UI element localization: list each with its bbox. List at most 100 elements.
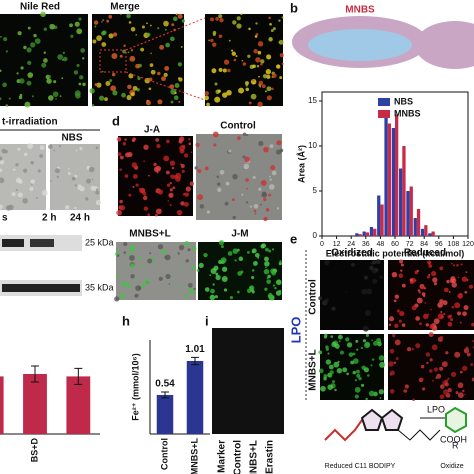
panel-title: t-irradiation <box>2 117 58 128</box>
cell-signal <box>190 151 193 154</box>
x-tick-label: 72 <box>406 241 414 248</box>
cell-signal <box>448 291 451 293</box>
cell-signal <box>318 350 323 355</box>
cell-signal <box>258 187 262 191</box>
cell-signal <box>281 16 284 19</box>
cell-signal <box>210 38 214 43</box>
cell-signal <box>323 377 327 381</box>
cell-signal <box>119 168 122 171</box>
cell-signal <box>116 254 120 257</box>
cell-signal <box>26 47 32 53</box>
cell-signal <box>123 44 126 47</box>
cell-signal <box>425 352 431 357</box>
cell-signal <box>156 143 161 149</box>
cell-signal <box>279 260 282 263</box>
cell-signal <box>24 101 31 108</box>
cell-signal <box>130 27 136 32</box>
scheme-label: Oxidize <box>440 463 463 470</box>
cell-signal <box>79 146 83 151</box>
cell-signal <box>19 78 25 84</box>
cell-signal <box>166 183 171 187</box>
cell-signal <box>253 49 258 54</box>
cell-signal <box>365 333 369 337</box>
x-tick-label: 60 <box>391 241 399 248</box>
cell-signal <box>88 166 95 173</box>
cell-signal <box>184 294 188 298</box>
cell-signal <box>185 259 189 263</box>
cell-signal <box>30 42 36 48</box>
blot-band <box>30 239 54 247</box>
cell-signal <box>252 175 256 179</box>
cell-signal <box>214 82 218 86</box>
cell-signal <box>99 95 105 101</box>
cell-signal <box>444 382 449 387</box>
cell-signal <box>451 282 458 288</box>
cell-signal <box>257 101 263 107</box>
cell-signal <box>215 272 219 276</box>
cell-signal <box>353 358 359 364</box>
cell-signal <box>356 348 359 351</box>
cell-signal <box>389 370 395 376</box>
cell-signal <box>250 93 257 100</box>
column-label: Oxidized <box>331 248 373 259</box>
cell-signal <box>278 19 281 22</box>
cell-signal <box>455 391 459 394</box>
cell-signal <box>269 175 271 178</box>
bar <box>365 232 370 236</box>
cell-signal <box>268 193 272 197</box>
cell-signal <box>257 50 262 55</box>
cell-signal <box>323 374 328 379</box>
cell-signal <box>134 279 137 282</box>
cell-signal <box>398 319 402 323</box>
cell-signal <box>123 241 128 247</box>
cell-signal <box>82 82 86 87</box>
cell-signal <box>39 154 44 158</box>
cell-signal <box>248 27 251 31</box>
cell-signal <box>456 263 459 267</box>
cell-signal <box>400 269 403 272</box>
cell-signal <box>249 205 253 208</box>
cell-signal <box>23 168 28 173</box>
cell-signal <box>93 20 99 25</box>
zoom-box <box>99 49 127 73</box>
cell-signal <box>95 146 99 150</box>
cell-signal <box>125 152 131 158</box>
micrograph <box>92 14 184 106</box>
cell-signal <box>119 54 123 58</box>
mw-marker: 35 kDa <box>85 282 114 292</box>
cell-signal <box>218 14 223 19</box>
cell-signal <box>438 305 441 307</box>
cell-signal <box>278 39 284 45</box>
cell-signal <box>131 138 136 143</box>
cell-signal <box>433 282 438 286</box>
cell-signal <box>16 72 19 75</box>
cell-signal <box>260 180 267 186</box>
cell-signal <box>228 39 231 42</box>
cell-signal <box>0 97 2 101</box>
cell-signal <box>271 270 277 276</box>
cell-signal <box>430 271 437 277</box>
cell-signal <box>194 166 198 170</box>
cell-signal <box>101 31 106 36</box>
cell-signal <box>170 174 175 179</box>
cell-signal <box>255 32 259 36</box>
bar <box>428 233 432 236</box>
cell-signal <box>150 52 153 55</box>
cell-signal <box>260 62 263 66</box>
cell-signal <box>20 66 24 70</box>
cell-signal <box>40 11 46 18</box>
cell-signal <box>231 49 234 52</box>
cell-signal <box>412 398 415 402</box>
lane-label: Erastin <box>265 440 276 474</box>
micrograph <box>196 134 282 220</box>
cell-signal <box>459 321 462 324</box>
cell-signal <box>17 192 23 198</box>
cell-signal <box>447 377 450 380</box>
cell-signal <box>354 379 358 382</box>
cell-signal <box>370 364 373 367</box>
panel-letter: d <box>112 113 120 128</box>
x-tick-label: 120 <box>462 241 474 248</box>
cell-signal <box>119 155 124 160</box>
cell-signal <box>338 340 341 343</box>
cell-signal <box>253 209 257 213</box>
